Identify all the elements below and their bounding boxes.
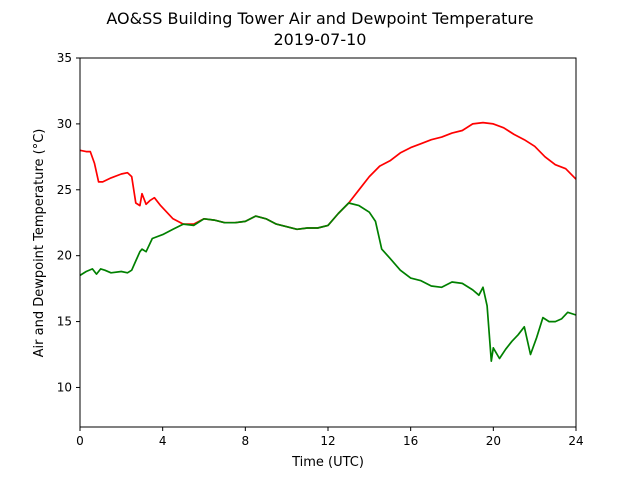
y-tick-label: 10 xyxy=(57,380,72,394)
y-tick-label: 20 xyxy=(57,249,72,263)
axes-frame xyxy=(79,57,577,428)
series-line-red xyxy=(79,121,577,231)
x-tick-label: 20 xyxy=(486,434,501,448)
y-tick-label: 30 xyxy=(57,117,72,131)
chart-title-line-2: 2019-07-10 xyxy=(274,30,367,49)
x-tick-label: 4 xyxy=(159,434,167,448)
x-tick-label: 12 xyxy=(320,434,335,448)
x-tick-label: 8 xyxy=(242,434,250,448)
x-axis-label: Time (UTC) xyxy=(291,455,364,470)
y-tick-label: 35 xyxy=(57,51,72,65)
x-tick-label: 16 xyxy=(403,434,418,448)
y-tick-label: 25 xyxy=(57,183,72,197)
x-tick-label: 24 xyxy=(568,434,583,448)
plot-area xyxy=(79,121,577,362)
series-line-green xyxy=(79,202,577,362)
y-tick-label: 15 xyxy=(57,315,72,329)
chart-title-line-1: AO&SS Building Tower Air and Dewpoint Te… xyxy=(106,9,533,28)
tick-layer: 0 4 8 12 16 20 24 10 15 20 25 30 35 xyxy=(57,51,584,448)
y-axis-label: Air and Dewpoint Temperature (°C) xyxy=(32,129,47,358)
x-tick-label: 0 xyxy=(76,434,84,448)
